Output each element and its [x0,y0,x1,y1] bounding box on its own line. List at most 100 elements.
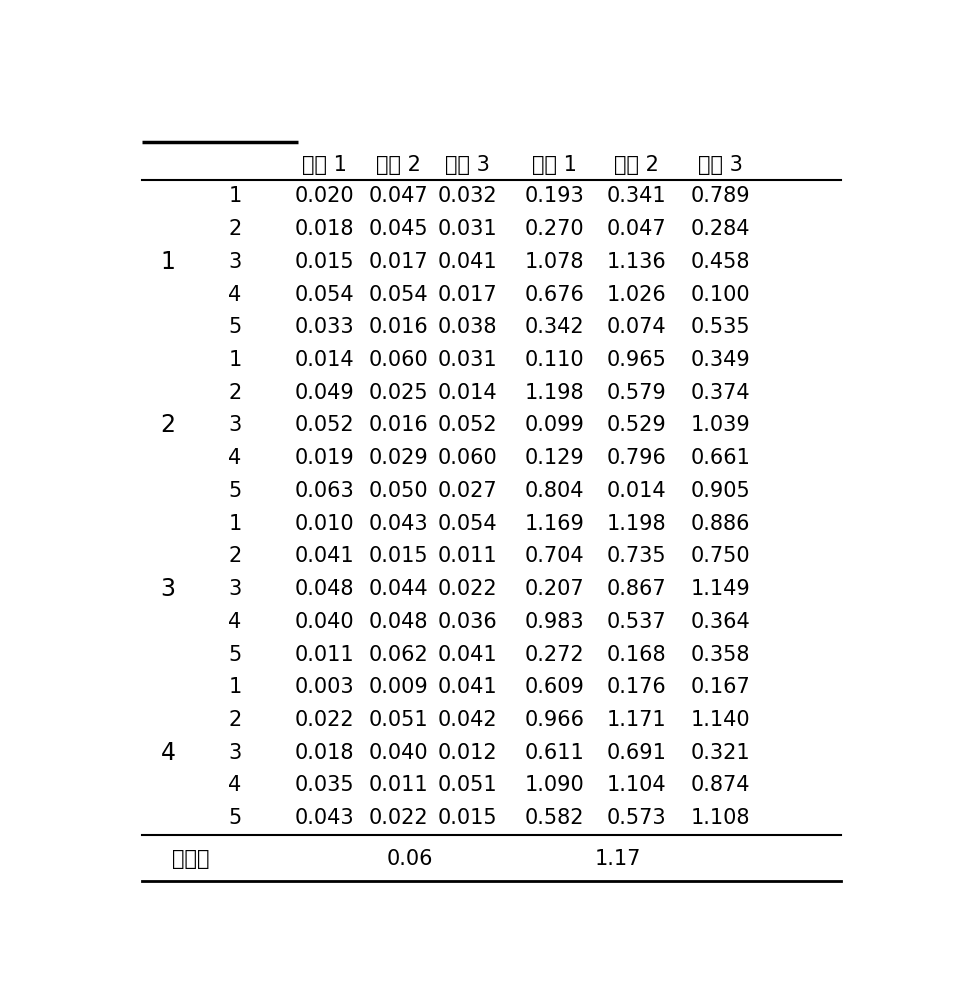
Text: 0.015: 0.015 [438,808,498,828]
Text: 0.016: 0.016 [368,415,429,435]
Text: 0.012: 0.012 [438,743,498,763]
Text: 0.284: 0.284 [690,219,750,239]
Text: 1.198: 1.198 [525,383,584,403]
Text: 0.676: 0.676 [525,285,585,305]
Text: 1.140: 1.140 [690,710,750,730]
Text: 0.867: 0.867 [607,579,667,599]
Text: 0.009: 0.009 [368,677,429,697]
Text: 1: 1 [228,677,242,697]
Text: 1.17: 1.17 [595,849,641,869]
Text: 0.048: 0.048 [369,612,429,632]
Text: 0.027: 0.027 [438,481,498,501]
Text: 0.032: 0.032 [438,186,498,206]
Text: 0.458: 0.458 [690,252,750,272]
Text: 0.364: 0.364 [690,612,750,632]
Text: 0.036: 0.036 [438,612,498,632]
Text: 0.168: 0.168 [607,645,667,665]
Text: 0.060: 0.060 [438,448,498,468]
Text: 0.052: 0.052 [438,415,498,435]
Text: 4: 4 [228,612,242,632]
Text: 0.017: 0.017 [438,285,498,305]
Text: 1.169: 1.169 [525,514,585,534]
Text: 1: 1 [161,250,175,274]
Text: 0.051: 0.051 [438,775,498,795]
Text: 0.031: 0.031 [438,350,498,370]
Text: 0.167: 0.167 [690,677,750,697]
Text: 0.017: 0.017 [369,252,429,272]
Text: 0.062: 0.062 [368,645,429,665]
Text: 1.136: 1.136 [606,252,667,272]
Text: 0.045: 0.045 [369,219,429,239]
Text: 0.129: 0.129 [525,448,585,468]
Text: 0.041: 0.041 [438,677,498,697]
Text: 样品 3: 样品 3 [698,155,743,175]
Text: 1.171: 1.171 [607,710,667,730]
Text: 0.038: 0.038 [438,317,498,337]
Text: 0.041: 0.041 [438,252,498,272]
Text: 4: 4 [228,775,242,795]
Text: 0.358: 0.358 [690,645,750,665]
Text: 5: 5 [228,808,242,828]
Text: 0.052: 0.052 [294,415,354,435]
Text: 0.020: 0.020 [294,186,354,206]
Text: 0.611: 0.611 [525,743,585,763]
Text: 0.035: 0.035 [294,775,354,795]
Text: 0.043: 0.043 [294,808,354,828]
Text: 1.104: 1.104 [607,775,667,795]
Text: 样品 3: 样品 3 [445,155,490,175]
Text: 0.06: 0.06 [386,849,433,869]
Text: 0.176: 0.176 [606,677,667,697]
Text: 0.040: 0.040 [369,743,429,763]
Text: 3: 3 [228,743,242,763]
Text: 0.110: 0.110 [525,350,584,370]
Text: 3: 3 [228,415,242,435]
Text: 0.529: 0.529 [606,415,667,435]
Text: 0.015: 0.015 [369,546,429,566]
Text: 0.022: 0.022 [294,710,354,730]
Text: 0.535: 0.535 [690,317,750,337]
Text: 1.198: 1.198 [607,514,667,534]
Text: 0.374: 0.374 [690,383,750,403]
Text: 0.804: 0.804 [525,481,584,501]
Text: 1: 1 [228,350,242,370]
Text: 1.149: 1.149 [690,579,750,599]
Text: 0.022: 0.022 [369,808,429,828]
Text: 0.874: 0.874 [690,775,750,795]
Text: 0.063: 0.063 [294,481,354,501]
Text: 2: 2 [228,710,242,730]
Text: 1.026: 1.026 [606,285,667,305]
Text: 1.090: 1.090 [525,775,585,795]
Text: 0.054: 0.054 [294,285,354,305]
Text: 空白限: 空白限 [172,849,209,869]
Text: 0.025: 0.025 [369,383,429,403]
Text: 0.011: 0.011 [438,546,498,566]
Text: 1.078: 1.078 [525,252,584,272]
Text: 0.015: 0.015 [294,252,354,272]
Text: 0.704: 0.704 [525,546,584,566]
Text: 0.207: 0.207 [525,579,584,599]
Text: 0.014: 0.014 [438,383,498,403]
Text: 0.886: 0.886 [690,514,750,534]
Text: 4: 4 [228,448,242,468]
Text: 0.054: 0.054 [438,514,498,534]
Text: 0.342: 0.342 [525,317,584,337]
Text: 0.272: 0.272 [525,645,584,665]
Text: 4: 4 [161,741,175,765]
Text: 0.042: 0.042 [438,710,498,730]
Text: 0.321: 0.321 [690,743,750,763]
Text: 0.789: 0.789 [690,186,750,206]
Text: 0.060: 0.060 [368,350,429,370]
Text: 0.965: 0.965 [606,350,667,370]
Text: 0.031: 0.031 [438,219,498,239]
Text: 3: 3 [161,577,175,601]
Text: 1: 1 [228,186,242,206]
Text: 0.010: 0.010 [294,514,354,534]
Text: 0.582: 0.582 [525,808,584,828]
Text: 样品 1: 样品 1 [302,155,347,175]
Text: 2: 2 [228,219,242,239]
Text: 0.041: 0.041 [438,645,498,665]
Text: 样品 1: 样品 1 [532,155,577,175]
Text: 0.048: 0.048 [294,579,354,599]
Text: 0.661: 0.661 [690,448,750,468]
Text: 2: 2 [228,546,242,566]
